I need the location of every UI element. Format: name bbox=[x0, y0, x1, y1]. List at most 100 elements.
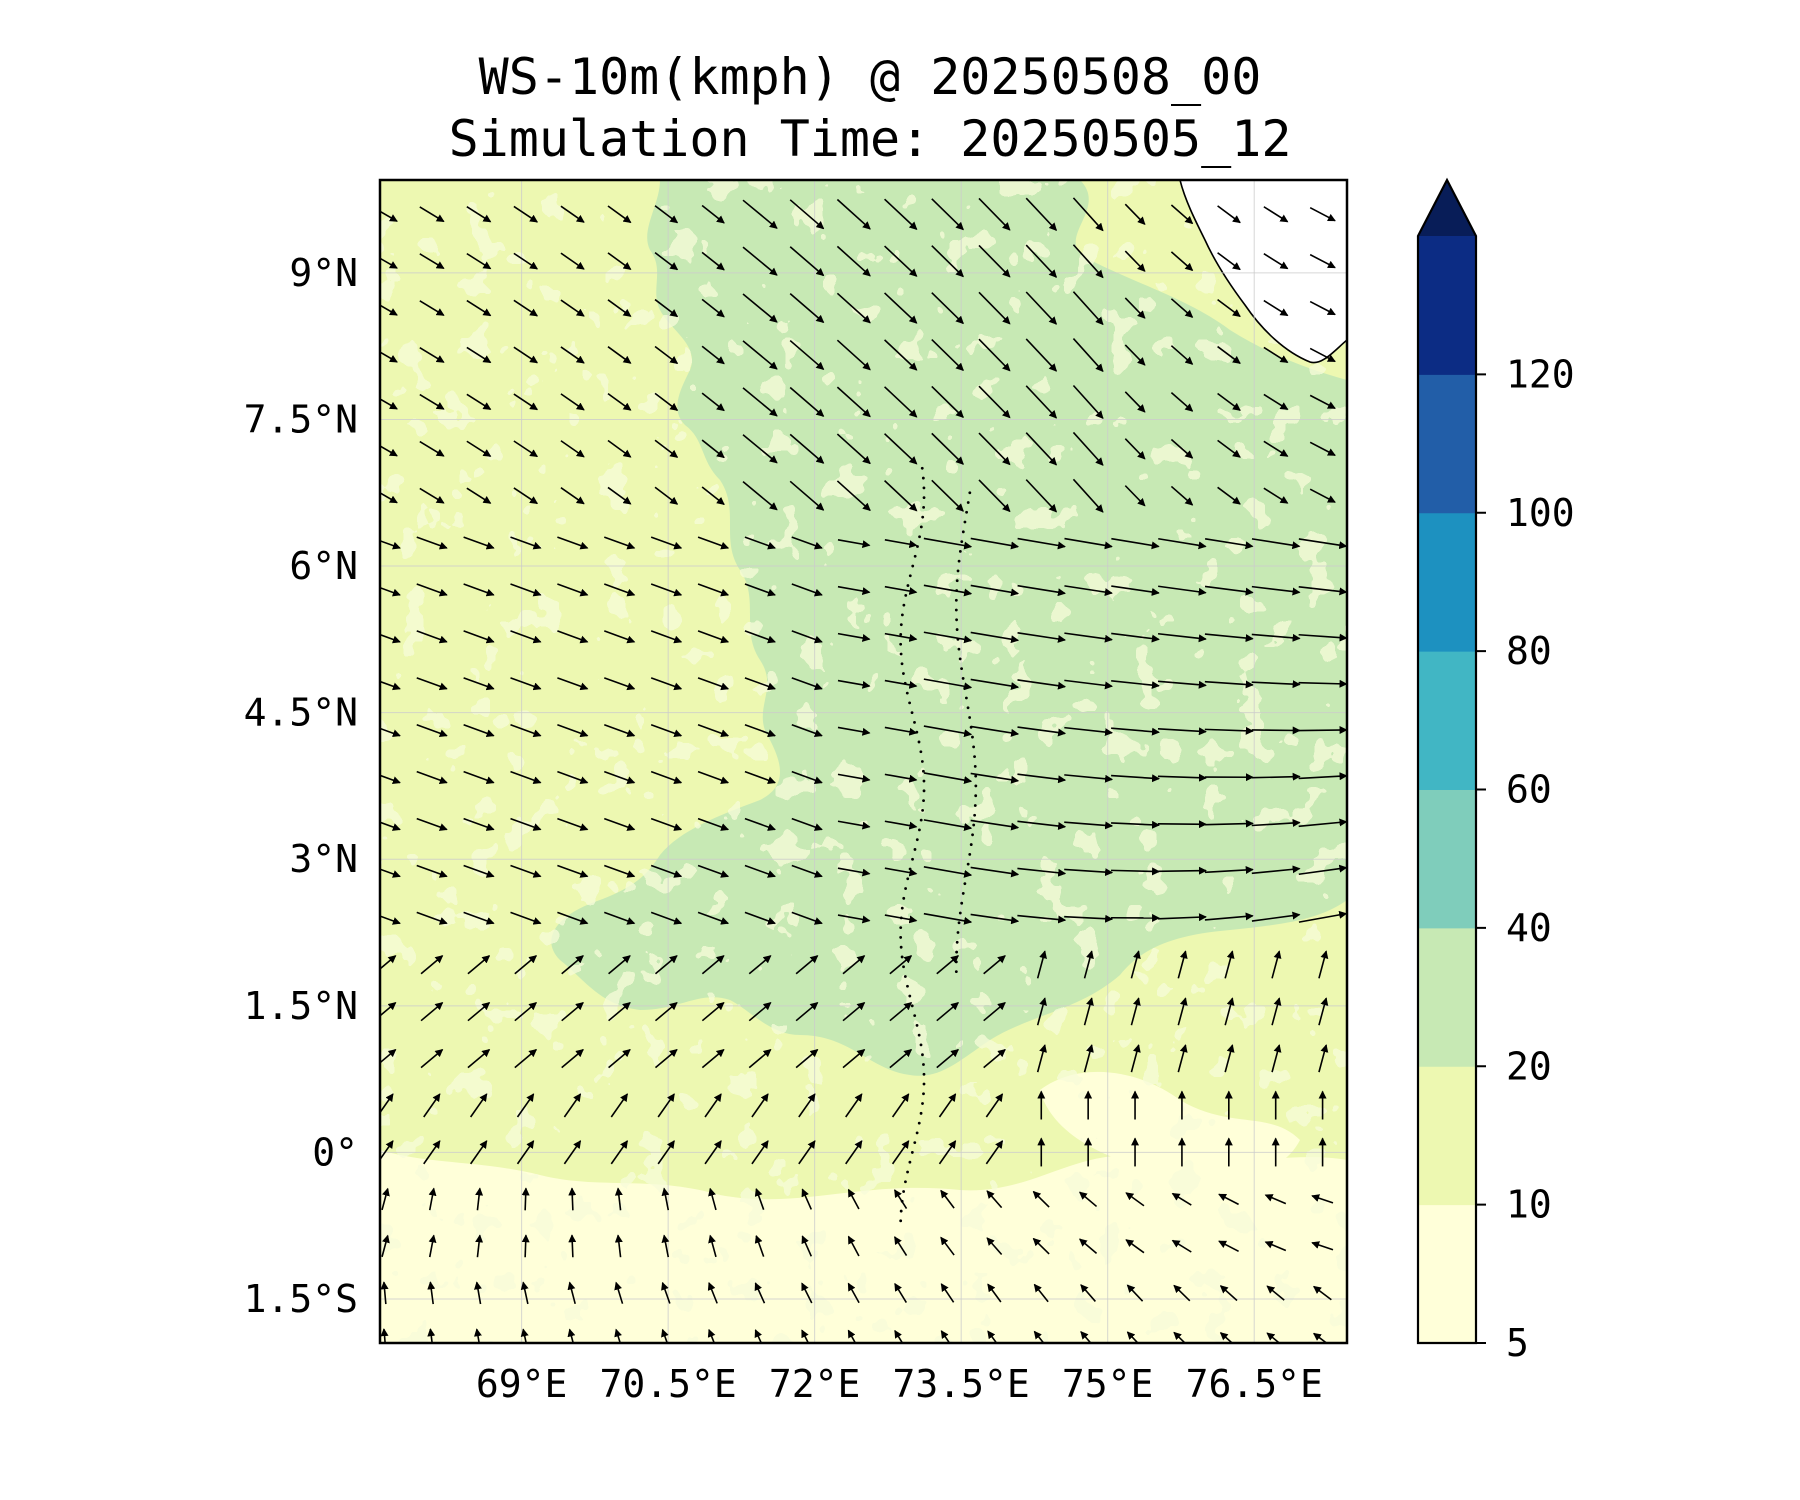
island-dot bbox=[954, 970, 958, 974]
wind-vector bbox=[510, 677, 542, 691]
wind-vector bbox=[1111, 727, 1160, 736]
wind-vector bbox=[419, 487, 445, 504]
island-dot bbox=[910, 1151, 914, 1154]
wind-vector bbox=[603, 630, 636, 644]
wind-vector bbox=[978, 244, 1011, 278]
wind-vector bbox=[1271, 950, 1282, 979]
wind-vector bbox=[419, 206, 445, 223]
wind-vector bbox=[1298, 633, 1347, 642]
wind-vector bbox=[923, 537, 973, 550]
wind-vector bbox=[742, 246, 778, 276]
island-dot bbox=[919, 818, 923, 822]
wind-vector bbox=[884, 339, 918, 371]
wind-vector bbox=[923, 584, 973, 597]
wind-vector bbox=[978, 338, 1011, 372]
wind-vector bbox=[510, 536, 542, 550]
wind-vector bbox=[836, 292, 871, 324]
wind-vector bbox=[884, 679, 918, 689]
wind-vector bbox=[1204, 585, 1254, 596]
wind-vector bbox=[463, 630, 495, 644]
wind-vector bbox=[1263, 440, 1289, 457]
wind-vector bbox=[1170, 438, 1194, 459]
wind-vector bbox=[475, 1234, 484, 1258]
wind-vector bbox=[603, 583, 636, 597]
island-dot bbox=[900, 955, 904, 959]
island-dot bbox=[922, 486, 926, 490]
island-dot bbox=[961, 677, 965, 680]
island-dot bbox=[955, 618, 958, 622]
wind-vector bbox=[1312, 1332, 1328, 1343]
wind-vector bbox=[1017, 679, 1067, 690]
wind-vector bbox=[607, 486, 632, 505]
island-dot bbox=[966, 862, 970, 866]
wind-vector bbox=[940, 1330, 951, 1343]
wind-vector bbox=[940, 1283, 955, 1303]
land-area bbox=[1179, 180, 1347, 364]
wind-vector bbox=[842, 955, 866, 975]
y-tick-label: 1.5°N bbox=[244, 984, 358, 1028]
wind-vector bbox=[474, 1328, 482, 1343]
y-tick-label: 1.5°S bbox=[244, 1277, 358, 1321]
island-dot bbox=[973, 755, 976, 759]
wind-vector bbox=[789, 480, 825, 511]
wind-vector bbox=[1173, 1331, 1187, 1343]
wind-vector bbox=[837, 914, 871, 924]
wind-vector bbox=[884, 198, 918, 230]
wind-vector bbox=[931, 479, 964, 512]
wind-vector bbox=[701, 1002, 725, 1022]
wind-vector bbox=[742, 434, 778, 464]
wind-vector bbox=[791, 630, 823, 644]
wind-vector bbox=[1064, 632, 1113, 643]
wind-vector bbox=[884, 773, 918, 783]
wind-vector bbox=[701, 1048, 725, 1069]
wind-vector bbox=[1217, 299, 1241, 318]
wind-vector bbox=[1298, 818, 1347, 828]
wind-vector bbox=[744, 536, 776, 550]
wind-vector bbox=[416, 677, 448, 691]
wind-vector bbox=[381, 1234, 390, 1258]
wind-vector bbox=[380, 398, 398, 410]
wind-vector bbox=[1017, 914, 1067, 924]
wind-vector bbox=[931, 338, 964, 372]
island-dot bbox=[956, 931, 960, 934]
wind-vector bbox=[657, 1093, 675, 1118]
island-dot bbox=[920, 466, 924, 470]
wind-vector bbox=[657, 1140, 675, 1165]
wind-vector bbox=[884, 914, 918, 924]
wind-vector bbox=[894, 1236, 908, 1256]
wind-vector bbox=[894, 1189, 908, 1210]
wind-vector bbox=[416, 630, 448, 644]
y-tick-label: 0° bbox=[312, 1130, 358, 1174]
wind-vector bbox=[654, 205, 679, 224]
wind-vector bbox=[1025, 338, 1058, 372]
island-dot bbox=[919, 1111, 923, 1115]
wind-vector bbox=[1083, 950, 1094, 979]
wind-vector bbox=[650, 770, 683, 784]
wind-vector bbox=[970, 678, 1020, 690]
wind-vector bbox=[463, 817, 495, 831]
wind-vector bbox=[1078, 1238, 1098, 1254]
wind-vector bbox=[936, 1002, 959, 1022]
wind-vector bbox=[650, 583, 683, 597]
island-dot bbox=[899, 642, 903, 646]
wind-vector bbox=[1111, 585, 1160, 596]
wind-vector bbox=[603, 911, 636, 925]
wind-vector bbox=[654, 345, 679, 365]
island-dot bbox=[921, 1053, 924, 1057]
wind-vector bbox=[1126, 1284, 1144, 1302]
wind-vector bbox=[416, 536, 448, 550]
wind-vector bbox=[1263, 206, 1289, 223]
wind-vector bbox=[568, 1187, 577, 1211]
wind-vector bbox=[1130, 950, 1141, 979]
wind-vector bbox=[1309, 207, 1336, 222]
wind-vector bbox=[1033, 1283, 1049, 1303]
wind-vector bbox=[420, 955, 444, 975]
wind-vector bbox=[419, 393, 445, 410]
island-dot bbox=[921, 1102, 924, 1105]
wind-vector bbox=[1157, 680, 1207, 689]
wind-vector bbox=[1298, 772, 1347, 781]
wind-vector bbox=[791, 770, 823, 784]
wind-vector bbox=[1170, 251, 1194, 272]
wind-vector bbox=[923, 866, 973, 878]
island-dot bbox=[955, 628, 959, 631]
